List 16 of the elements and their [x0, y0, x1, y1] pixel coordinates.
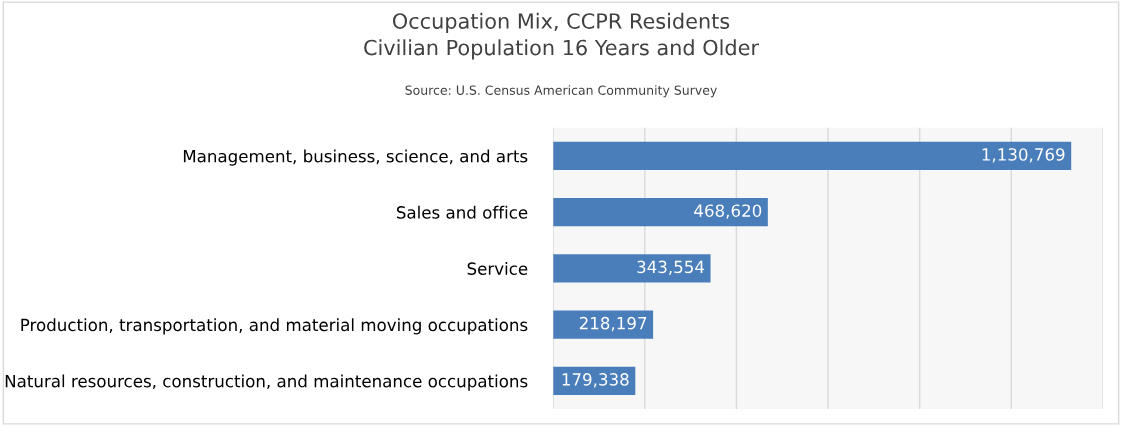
bar	[553, 254, 711, 283]
y-tick-label: Service	[467, 262, 528, 275]
chart-title: Occupation Mix, CCPR Residents Civilian Population 16 Years and Older	[364, 12, 760, 60]
y-tick-label: Management, business, science, and arts	[183, 149, 528, 166]
y-tick-label: Sales and office	[396, 205, 528, 219]
data-label: 179,338	[562, 373, 629, 388]
bar	[553, 310, 654, 339]
data-label: 1,130,769	[982, 148, 1065, 163]
bar	[553, 198, 768, 227]
data-label: 218,197	[579, 316, 647, 332]
data-label: 343,554	[637, 260, 705, 275]
data-label: 468,620	[694, 204, 762, 219]
source-note: Source: U.S. Census American Community Survey	[405, 85, 717, 98]
bar	[553, 141, 1072, 170]
y-tick-label: Production, transportation, and material moving occupations	[21, 318, 528, 335]
y-tick-label: Natural resources, construction, and maintenance occupations	[5, 374, 528, 391]
